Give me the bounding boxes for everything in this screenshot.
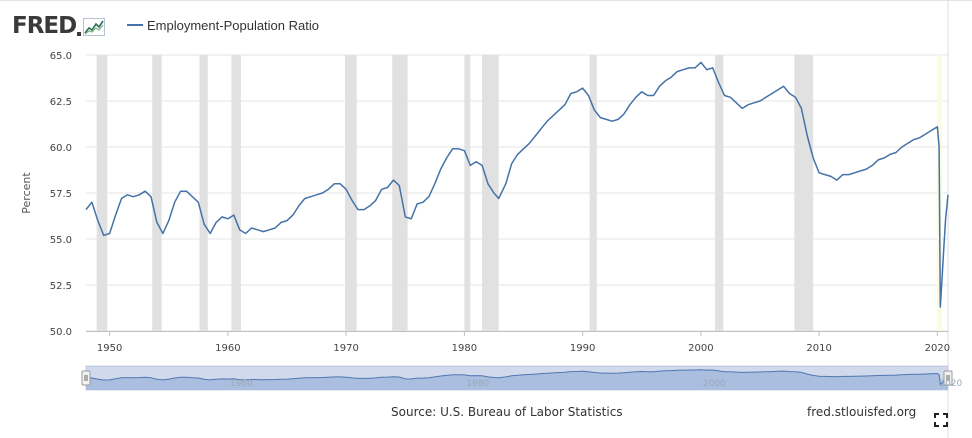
navigator-tick-label: 1960 — [230, 379, 253, 389]
navigator-line — [85, 369, 949, 386]
x-tick-label: 1970 — [333, 343, 358, 354]
recession-band — [464, 55, 471, 331]
recession-band — [589, 55, 597, 331]
logo-dot — [77, 32, 82, 36]
y-tick-label: 62.5 — [50, 97, 72, 108]
legend-swatch — [127, 24, 143, 26]
top-divider — [0, 0, 972, 1]
navigator-selection — [86, 366, 948, 390]
x-tick-label: 2010 — [806, 343, 831, 354]
navigator-tick-label: 2020 — [939, 379, 962, 389]
navigator-tick-label: 2000 — [703, 379, 726, 389]
x-tick-label: 1950 — [97, 343, 122, 354]
y-tick-label: 50.0 — [50, 327, 72, 338]
series-line — [85, 61, 949, 308]
site-link[interactable]: fred.stlouisfed.org — [807, 405, 917, 419]
fred-logo[interactable]: FRED — [12, 12, 106, 40]
handle-body — [81, 370, 91, 386]
source-note: Source: U.S. Bureau of Labor Statistics — [391, 405, 623, 419]
logo-graph-icon — [83, 18, 106, 36]
y-axis-title: Percent — [20, 172, 33, 214]
x-tick-label: 2000 — [688, 343, 713, 354]
navigator-area — [86, 369, 948, 390]
recession-band — [482, 55, 499, 331]
y-tick-label: 57.5 — [50, 189, 72, 200]
x-tick-label: 2020 — [925, 343, 950, 354]
recession-band — [392, 55, 408, 331]
x-tick-label: 1990 — [570, 343, 595, 354]
recession-band — [715, 55, 724, 331]
navigator-handle-left[interactable] — [81, 370, 91, 386]
legend-label: Employment-Population Ratio — [147, 17, 319, 33]
logo-text: FRED — [12, 13, 77, 39]
fullscreen-icon[interactable] — [934, 413, 948, 427]
navigator-handle-right[interactable] — [943, 370, 953, 386]
y-tick-label: 65.0 — [50, 51, 72, 62]
x-tick-label: 1960 — [215, 343, 240, 354]
recession-band — [344, 55, 357, 331]
x-tick-label: 1980 — [452, 343, 477, 354]
handle-body — [943, 370, 953, 386]
chart-legend: Employment-Population Ratio — [127, 16, 319, 34]
y-tick-label: 60.0 — [50, 143, 72, 154]
recession-band — [199, 55, 208, 331]
y-tick-label: 55.0 — [50, 235, 72, 246]
y-tick-label: 52.5 — [50, 281, 72, 292]
recession-band — [794, 55, 814, 331]
navigator-tick-label: 1980 — [466, 379, 489, 389]
recession-band — [96, 55, 108, 331]
recession-band — [152, 55, 162, 331]
recession-band — [231, 55, 241, 331]
